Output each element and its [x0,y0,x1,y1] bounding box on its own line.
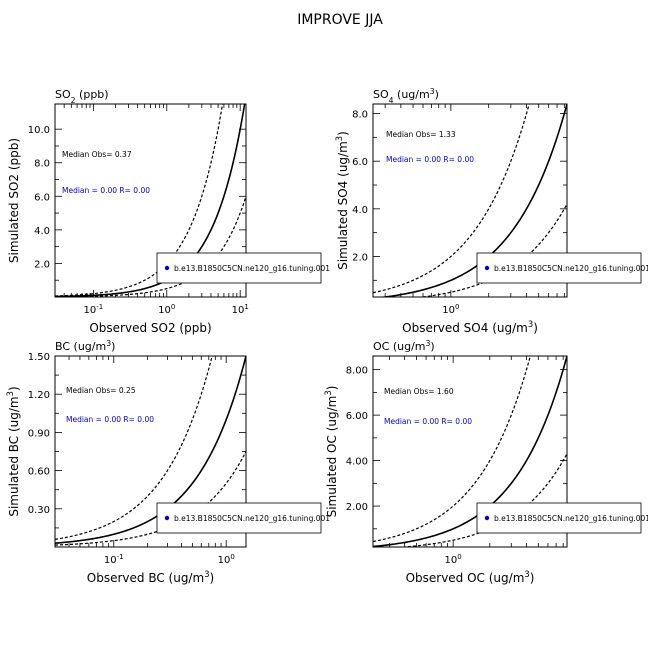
legend-box [476,502,642,534]
panel-title: SO4 (ug/m3) [373,87,439,105]
y-tick-label: 2.0 [352,252,368,263]
panel-title: BC (ug/m3) [55,339,115,354]
y-tick-label: 2.00 [346,502,368,513]
median-stats-text: Median = 0.00 R= 0.00 [66,415,154,424]
y-tick-label: 8.00 [346,366,368,377]
y-tick-label: 4.00 [346,457,368,468]
legend-label: b.e13.B1850C5CN.ne120_g16.tuning.001 [494,514,648,523]
legend-label: b.e13.B1850C5CN.ne120_g16.tuning.001 [174,264,330,273]
reference-line-1-to-2 [55,451,246,546]
y-tick-label: 0.60 [28,467,50,478]
y-tick-label: 6.0 [34,192,50,203]
reference-line-2-to-1 [373,104,530,294]
y-tick-label: 1.50 [28,352,50,363]
legend-label: b.e13.B1850C5CN.ne120_g16.tuning.001 [494,264,648,273]
reference-line-2-to-1 [55,356,213,540]
y-tick-label: 6.0 [352,157,368,168]
legend-box [476,252,642,284]
y-tick-label: 2.0 [34,259,50,270]
y-tick-label: 0.90 [28,428,50,439]
median-stats-text: Median = 0.00 R= 0.00 [384,417,472,426]
chart-panel-1: 10-1 100 101 2.0 4.0 6.0 8.0 10.0 SO2 (ppb) Obser… [7,88,330,335]
chart-panel-3: 10-1 100 0.30 0.60 0.90 1.20 1.50 BC (ug/m3) Obs… [5,339,330,586]
y-tick-label: 8.0 [34,159,50,170]
y-tick-label: 0.30 [28,505,50,516]
x-tick-label: 10-1 [84,303,104,316]
median-obs-text: Median Obs= 0.25 [66,386,136,395]
plot-frame [372,355,568,548]
y-tick-label: 4.0 [34,226,50,237]
legend-marker [164,265,170,271]
reference-line-1-to-2 [55,196,246,297]
y-axis-label: Simulated OC (ug/m3) [323,386,339,518]
legend-box [156,252,322,284]
y-tick-label: 1.20 [28,390,50,401]
x-tick-label: 10-1 [104,553,124,566]
panel-title: OC (ug/m3) [373,339,435,354]
y-axis-label: Simulated BC (ug/m3) [5,386,21,516]
x-axis-label: Observed BC (ug/m3) [87,569,214,585]
x-axis-label: Observed SO4 (ug/m3) [402,319,538,335]
reference-line-1-to-2 [397,453,567,547]
x-tick-label: 100 [218,553,235,566]
x-tick-label: 101 [232,303,249,316]
reference-line-1-to-1 [373,356,567,547]
chart-panel-4: 100 2.00 4.00 6.00 8.00 OC (ug/m3) Observed OC… [323,339,648,586]
median-obs-text: Median Obs= 1.60 [384,387,454,396]
reference-line-1-to-1 [378,104,567,297]
median-obs-text: Median Obs= 0.37 [62,150,132,159]
x-tick-label: 100 [158,303,175,316]
x-tick-label: 100 [445,553,462,566]
y-axis-label: Simulated SO2 (ppb) [7,138,21,263]
plot-frame [372,103,568,298]
y-axis-label: Simulated SO4 (ug/m3) [334,131,350,270]
x-axis-label: Observed OC (ug/m3) [406,569,535,585]
reference-line-2-to-1 [55,104,224,297]
legend-label: b.e13.B1850C5CN.ne120_g16.tuning.001 [174,514,330,523]
x-axis-label: Observed SO2 (ppb) [89,321,211,335]
median-obs-text: Median Obs= 1.33 [386,130,456,139]
y-tick-label: 8.0 [352,110,368,121]
reference-line-1-to-1 [55,356,246,544]
chart-panel-2: 100 2.0 4.0 6.0 8.0 SO4 (ug/m3) Observed SO4 (… [334,87,648,336]
legend-marker [164,515,170,521]
legend-marker [484,515,490,521]
legend-marker [484,265,490,271]
legend-box [156,502,322,534]
panel-title: SO2 (ppb) [55,88,109,105]
y-tick-label: 10.0 [28,125,50,136]
x-tick-label: 100 [442,303,459,316]
figure-title: IMPROVE JJA [297,12,383,28]
median-stats-text: Median = 0.00 R= 0.00 [386,155,474,164]
y-tick-label: 6.00 [346,411,368,422]
y-tick-label: 4.0 [352,205,368,216]
median-stats-text: Median = 0.00 R= 0.00 [62,186,150,195]
reference-line-1-to-1 [55,104,246,297]
reference-line-2-to-1 [373,356,531,543]
